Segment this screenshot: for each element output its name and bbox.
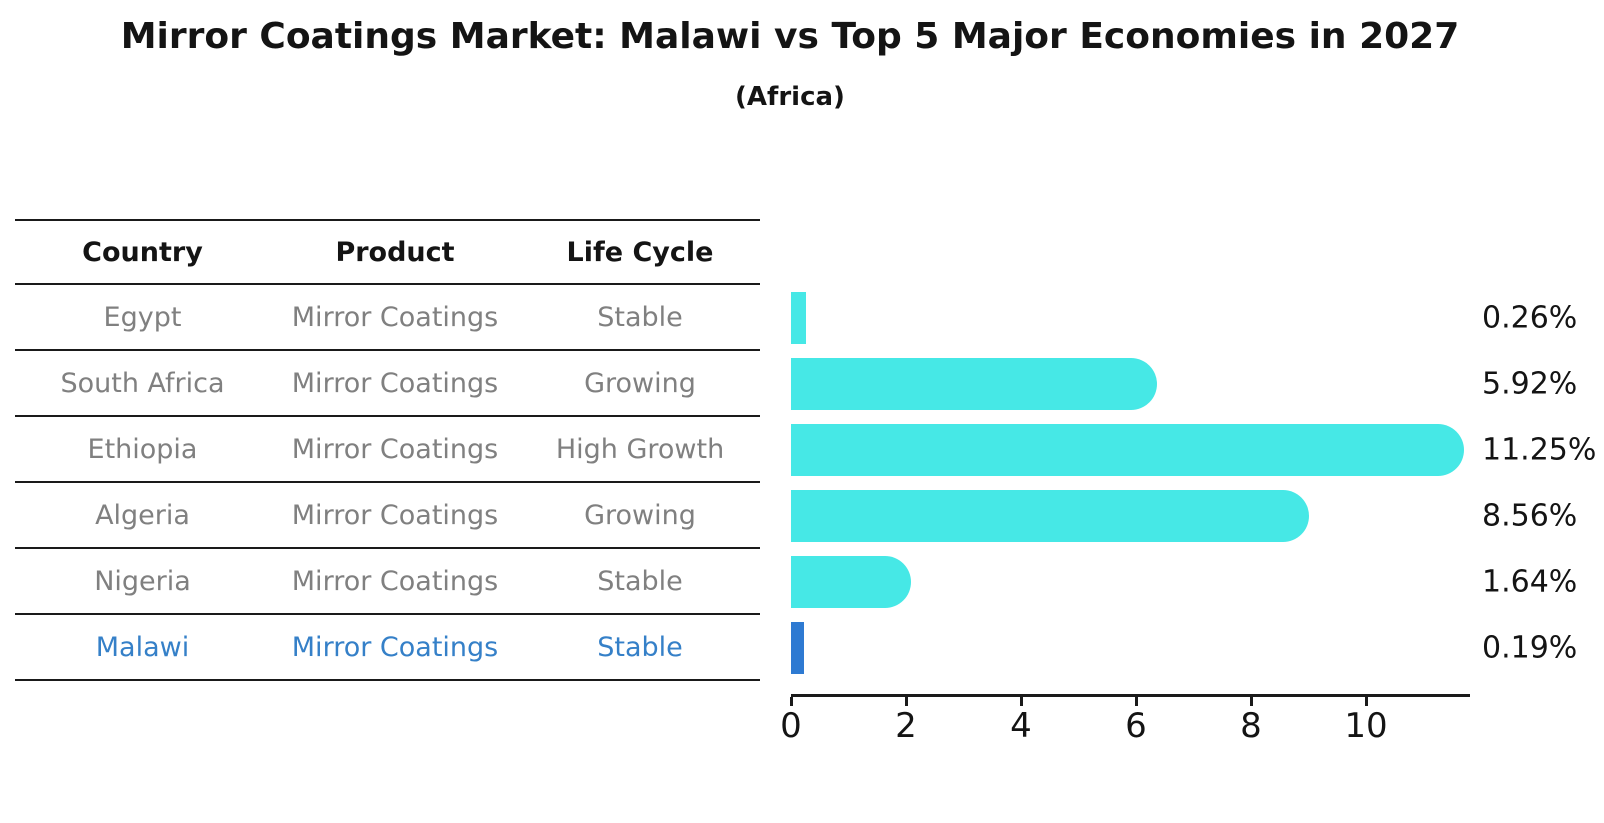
bar-nigeria [791, 556, 911, 608]
table-row-malawi: Malawi Mirror Coatings Stable [15, 615, 760, 681]
col-header-product: Product [335, 236, 455, 268]
table-row-algeria: Algeria Mirror Coatings Growing [15, 483, 760, 549]
value-label-south-africa: 5.92% [1482, 366, 1578, 402]
x-tick-label: 2 [895, 706, 917, 746]
x-tick-label: 4 [1010, 706, 1032, 746]
cell-product: Mirror Coatings [291, 433, 499, 465]
col-header-country: Country [82, 236, 203, 268]
x-tick-mark [1020, 697, 1023, 706]
x-tick-mark [790, 697, 793, 706]
x-tick-mark [1135, 697, 1138, 706]
col-header-lifecycle: Life Cycle [566, 236, 714, 268]
bar-ethiopia [791, 424, 1464, 476]
country-table: Country Product Life Cycle Egypt Mirror C… [15, 219, 760, 681]
value-label-algeria: 8.56% [1482, 498, 1578, 534]
cell-country: South Africa [60, 367, 225, 399]
value-label-ethiopia: 11.25% [1482, 432, 1597, 468]
bar-algeria [791, 490, 1309, 542]
x-tick-label: 10 [1344, 706, 1388, 746]
cell-lifecycle: Growing [584, 367, 696, 399]
chart-title: Mirror Coatings Market: Malawi vs Top 5 … [120, 16, 1460, 57]
x-tick-mark [1250, 697, 1253, 706]
cell-lifecycle: Stable [597, 301, 683, 333]
table-row-south-africa: South Africa Mirror Coatings Growing [15, 351, 760, 417]
table-header-row: Country Product Life Cycle [15, 219, 760, 285]
bar-south-africa [791, 358, 1157, 410]
cell-lifecycle: Stable [597, 565, 683, 597]
x-tick-mark [905, 697, 908, 706]
cell-product: Mirror Coatings [291, 499, 499, 531]
value-label-malawi: 0.19% [1482, 630, 1578, 666]
cell-country: Malawi [95, 631, 190, 663]
cell-lifecycle: Growing [584, 499, 696, 531]
cell-lifecycle: High Growth [555, 433, 725, 465]
table-row-ethiopia: Ethiopia Mirror Coatings High Growth [15, 417, 760, 483]
chart-subtitle: (Africa) [735, 82, 845, 112]
value-label-egypt: 0.26% [1482, 300, 1578, 336]
x-tick-mark [1365, 697, 1368, 706]
bar-egypt [791, 292, 806, 344]
cell-product: Mirror Coatings [291, 367, 499, 399]
cell-country: Ethiopia [87, 433, 198, 465]
cell-country: Algeria [95, 499, 190, 531]
cell-product: Mirror Coatings [291, 301, 499, 333]
value-label-nigeria: 1.64% [1482, 564, 1578, 600]
table-row-egypt: Egypt Mirror Coatings Stable [15, 285, 760, 351]
x-tick-label: 6 [1125, 706, 1147, 746]
table-row-nigeria: Nigeria Mirror Coatings Stable [15, 549, 760, 615]
x-tick-label: 0 [780, 706, 802, 746]
cell-product: Mirror Coatings [291, 631, 499, 663]
cell-country: Egypt [103, 301, 182, 333]
table-body: Egypt Mirror Coatings Stable South Africa Mi… [15, 285, 760, 681]
cell-lifecycle: Stable [597, 631, 683, 663]
x-axis-line [791, 694, 1470, 697]
cell-product: Mirror Coatings [291, 565, 499, 597]
cell-country: Nigeria [94, 565, 191, 597]
x-tick-label: 8 [1240, 706, 1262, 746]
bar-malawi [791, 622, 804, 674]
